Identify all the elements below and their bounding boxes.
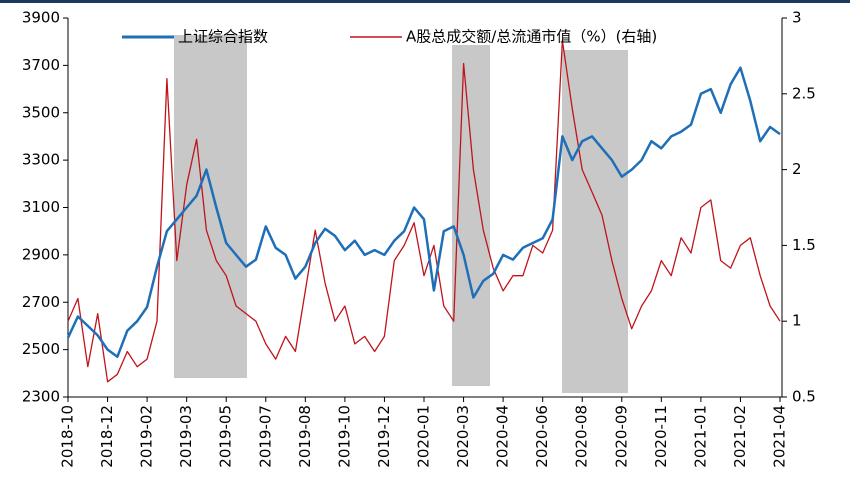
x-tick-label: 2020-08 — [573, 405, 591, 468]
y2-tick-label: 2 — [792, 160, 802, 178]
x-tick-label: 2020-04 — [494, 405, 512, 468]
x-tick-label: 2021-04 — [771, 405, 789, 468]
top-rule — [0, 0, 850, 3]
x-tick-label: 2020-11 — [652, 405, 670, 468]
x-tick-label: 2019-03 — [177, 405, 195, 468]
y-tick-label: 3100 — [22, 198, 60, 216]
y-tick-label: 3300 — [22, 151, 60, 169]
x-tick-label: 2019-07 — [256, 405, 274, 468]
shade — [562, 50, 628, 393]
y2-tick-label: 1 — [792, 312, 802, 330]
y-tick-label: 3500 — [22, 103, 60, 121]
y-tick-label: 2300 — [22, 388, 60, 406]
x-tick-label: 2019-10 — [335, 405, 353, 468]
y2-tick-label: 2.5 — [792, 84, 816, 102]
x-tick-label: 2021-01 — [691, 405, 709, 468]
x-tick-label: 2019-08 — [296, 405, 314, 468]
y-tick-label: 2500 — [22, 340, 60, 358]
legend-label: 上证综合指数 — [178, 28, 268, 46]
series-line — [66, 66, 781, 358]
x-tick-label: 2019-02 — [138, 405, 156, 468]
x-tick-label: 2020-09 — [612, 405, 630, 468]
y-tick-label: 2700 — [22, 293, 60, 311]
shade — [174, 35, 247, 378]
legend-label: A股总成交额/总流通市值（%）(右轴) — [406, 28, 657, 46]
y2-tick-label: 3 — [792, 9, 802, 27]
x-tick-label: 2020-03 — [454, 405, 472, 468]
x-tick-label: 2019-05 — [217, 405, 235, 468]
x-tick-label: 2018-12 — [98, 405, 116, 468]
x-tick-label: 2018-10 — [59, 405, 77, 468]
series-line — [67, 40, 781, 383]
x-tick-label: 2021-02 — [731, 405, 749, 468]
y-tick-label: 3900 — [22, 9, 60, 27]
y2-tick-label: 1.5 — [792, 236, 816, 254]
x-tick-label: 2019-12 — [375, 405, 393, 468]
y-tick-label: 2900 — [22, 245, 60, 263]
x-tick-label: 2020-01 — [415, 405, 433, 468]
x-tick-label: 2020-06 — [533, 405, 551, 468]
y2-tick-label: 0.5 — [792, 388, 816, 406]
y-tick-label: 3700 — [22, 56, 60, 74]
